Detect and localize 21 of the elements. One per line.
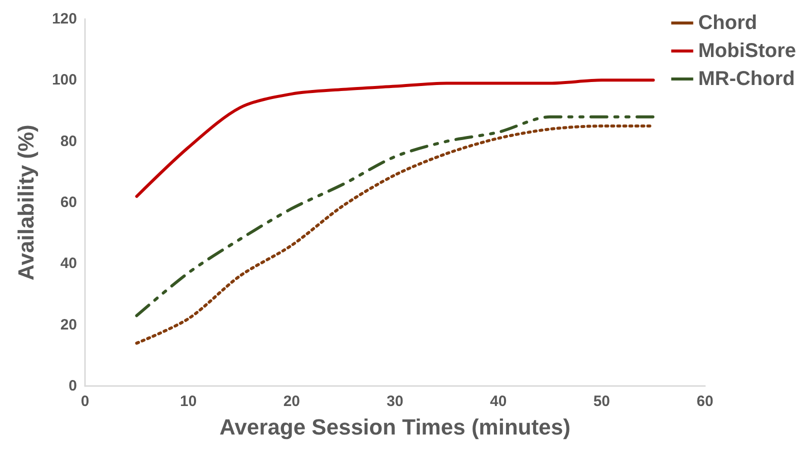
y-tick-label: 0 [68, 378, 77, 394]
y-tick-label: 120 [52, 10, 77, 28]
x-tick-label: 40 [490, 393, 507, 410]
legend-label: MR-Chord [698, 68, 795, 90]
y-tick-label: 60 [60, 194, 77, 211]
x-axis-title: Average Session Times (minutes) [220, 414, 570, 440]
legend-label: MobiStore [698, 40, 796, 62]
y-axis-title: Availability (%) [14, 124, 38, 280]
x-tick-label: 30 [386, 393, 404, 410]
line-series [135, 115, 655, 318]
x-tick-label: 60 [696, 393, 714, 410]
x-tick-label: 0 [80, 393, 90, 410]
x-tick-label: 20 [283, 393, 300, 410]
y-tick-label: 20 [60, 316, 77, 334]
x-tick-label: 50 [593, 393, 610, 410]
y-tick-label: 80 [60, 132, 77, 150]
y-tick-label: 40 [60, 255, 77, 272]
line-series [135, 78, 655, 198]
x-tick-label: 10 [180, 393, 197, 410]
y-tick-label: 100 [52, 72, 77, 89]
legend-label: Chord [698, 12, 758, 34]
